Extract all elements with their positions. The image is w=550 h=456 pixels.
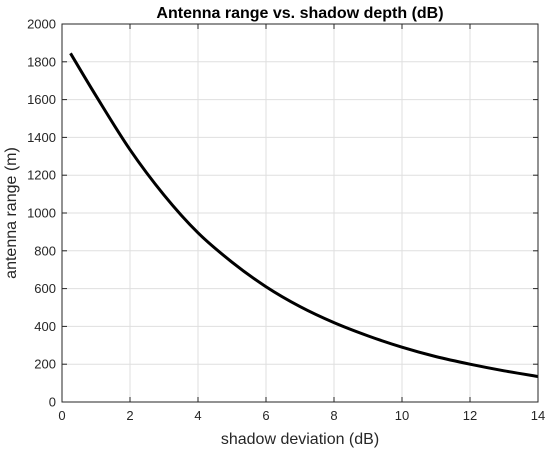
ticks xyxy=(61,23,539,403)
y-tick-label: 200 xyxy=(34,357,56,372)
y-tick-label: 0 xyxy=(49,395,56,410)
series-layer xyxy=(69,52,539,378)
y-tick-label: 1200 xyxy=(27,168,56,183)
x-tick-label: 6 xyxy=(262,408,269,423)
y-tick-label: 2000 xyxy=(27,17,56,32)
y-tick-label: 1000 xyxy=(27,206,56,221)
y-tick-label: 600 xyxy=(34,281,56,296)
chart-title: Antenna range vs. shadow depth (dB) xyxy=(156,5,443,22)
y-tick-label: 1800 xyxy=(27,54,56,69)
x-tick-label: 10 xyxy=(395,408,409,423)
y-axis-label: antenna range (m) xyxy=(3,147,20,279)
y-tick-label: 1400 xyxy=(27,130,56,145)
x-axis-label: shadow deviation (dB) xyxy=(221,431,379,448)
x-tick-label: 8 xyxy=(330,408,337,423)
y-tick-label: 1600 xyxy=(27,92,56,107)
x-tick-label: 14 xyxy=(531,408,545,423)
x-tick-label: 12 xyxy=(463,408,477,423)
tick-labels: 0 2 4 6 8 10 12 14 0 200 400 600 800 1000 1200 1400 1600… xyxy=(27,17,545,424)
x-tick-label: 2 xyxy=(126,408,133,423)
y-tick-label: 400 xyxy=(34,319,56,334)
series-line xyxy=(69,52,539,378)
x-tick-label: 0 xyxy=(58,408,65,423)
y-tick-label: 800 xyxy=(34,243,56,258)
x-tick-label: 4 xyxy=(194,408,201,423)
